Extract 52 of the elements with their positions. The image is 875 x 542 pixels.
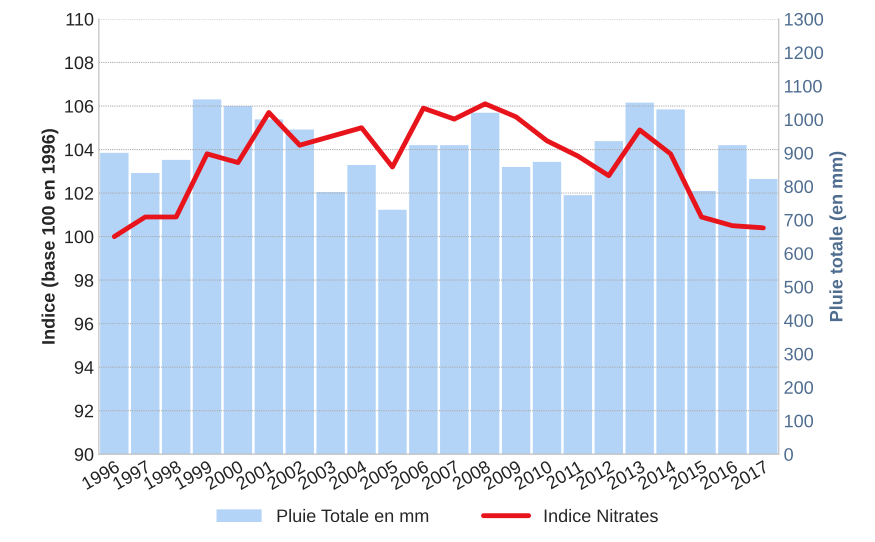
bar: [687, 191, 716, 454]
y-tick-label: 92: [74, 404, 94, 418]
y-axis-title: Indice (base 100 en 1996): [42, 129, 58, 344]
y-tick-label: 102: [65, 186, 94, 200]
y2-tick-label: 900: [784, 146, 814, 160]
y2-tick-label: 400: [784, 314, 814, 327]
y-tick-label: 108: [65, 56, 94, 70]
bar: [224, 106, 252, 454]
bar: [594, 141, 623, 454]
bar: [192, 99, 222, 454]
bar: [316, 192, 345, 454]
y-tick-label: 110: [66, 12, 94, 26]
bar: [656, 109, 685, 454]
legend-label: Indice Nitrates: [544, 508, 658, 522]
line-series: [112, 101, 766, 240]
bar: [749, 179, 778, 454]
y-tick-label: 94: [74, 361, 94, 374]
y-tick-label: 100: [65, 230, 94, 244]
bar: [564, 195, 592, 454]
y2-tick-label: 500: [784, 280, 814, 294]
y2-tick-label: 100: [784, 414, 814, 428]
y2-tick-label: 1100: [784, 80, 822, 93]
y2-tick-label: 1200: [784, 46, 824, 60]
bar: [378, 210, 407, 454]
y-tick-label: 96: [74, 318, 94, 330]
bar: [532, 162, 562, 454]
bar: [347, 164, 376, 454]
bar: [254, 119, 284, 454]
bar: [625, 102, 654, 454]
y2-tick-label: 200: [784, 381, 814, 394]
y-tick-label: 104: [65, 143, 94, 156]
bar: [100, 152, 129, 454]
bar: [440, 145, 468, 454]
y2-tick-label: 800: [784, 180, 814, 194]
bar: [131, 172, 160, 454]
bar: [286, 129, 314, 454]
y-tick-label: 90: [74, 448, 94, 461]
bar: [470, 112, 500, 454]
y2-tick-label: 300: [784, 348, 814, 360]
y2-tick-label: 0: [784, 448, 793, 461]
y2-tick-label: 600: [784, 247, 814, 260]
bar: [409, 145, 438, 454]
y2-tick-label: 1000: [784, 113, 824, 126]
y-tick-label: 98: [74, 274, 94, 287]
y2-tick-label: 1300: [784, 12, 824, 26]
bar: [502, 166, 530, 454]
y-tick-label: 106: [65, 100, 94, 113]
y2-tick-label: 700: [784, 214, 814, 227]
y2-axis-title: Pluie totale (en mm): [829, 152, 846, 322]
legend-label: Pluie Totale en mm: [278, 508, 428, 522]
bar: [162, 160, 190, 454]
bar: [718, 145, 747, 454]
